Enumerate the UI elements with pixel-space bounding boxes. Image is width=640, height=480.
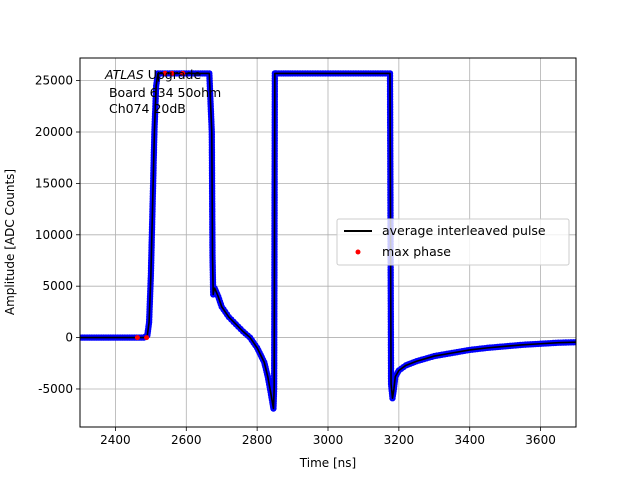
legend-label-max-phase: max phase <box>382 244 451 259</box>
x-tick-label: 2400 <box>100 433 131 447</box>
x-tick-label: 2800 <box>242 433 273 447</box>
max-phase-point <box>144 335 150 341</box>
annotation-upgrade: Upgrade <box>144 67 202 82</box>
legend: average interleaved pulse max phase <box>336 218 570 266</box>
max-phase-point <box>162 70 168 76</box>
y-tick-label: 5000 <box>42 279 73 293</box>
svg-text:ATLAS Upgrade: ATLAS Upgrade <box>104 67 201 82</box>
legend-label-average: average interleaved pulse <box>382 223 546 238</box>
average-pulse-line <box>80 72 576 410</box>
annotation-atlas: ATLAS <box>104 67 144 82</box>
series-layer <box>80 70 576 412</box>
y-axis-label: Amplitude [ADC Counts] <box>3 169 17 315</box>
x-tick-label: 3400 <box>454 433 485 447</box>
y-tick-label: 20000 <box>35 125 73 139</box>
x-tick-label: 3200 <box>384 433 415 447</box>
max-phase-point <box>169 70 175 76</box>
legend-marker-swatch <box>355 249 361 255</box>
y-tick-label: -5000 <box>38 382 73 396</box>
axis-ticks: 2400 2600 2800 3000 3200 3400 3600 -5000 0 5000 10… <box>35 74 556 447</box>
legend-box <box>336 218 570 266</box>
x-tick-label: 3600 <box>525 433 556 447</box>
x-tick-label: 3000 <box>313 433 344 447</box>
y-tick-label: 15000 <box>35 176 73 190</box>
max-phase-point <box>180 70 186 76</box>
y-tick-label: 10000 <box>35 228 73 242</box>
y-tick-label: 25000 <box>35 74 73 88</box>
sample-markers <box>80 70 576 412</box>
atlas-annotation: ATLAS Upgrade Board 634 50ohm Ch074 20dB <box>104 67 221 116</box>
x-tick-label: 2600 <box>171 433 202 447</box>
max-phase-point <box>134 335 140 341</box>
annotation-board: Board 634 50ohm <box>105 85 221 100</box>
plot-area <box>80 70 576 412</box>
annotation-channel: Ch074 20dB <box>105 101 186 116</box>
x-axis-label: Time [ns] <box>299 456 356 470</box>
y-tick-label: 0 <box>65 331 73 345</box>
